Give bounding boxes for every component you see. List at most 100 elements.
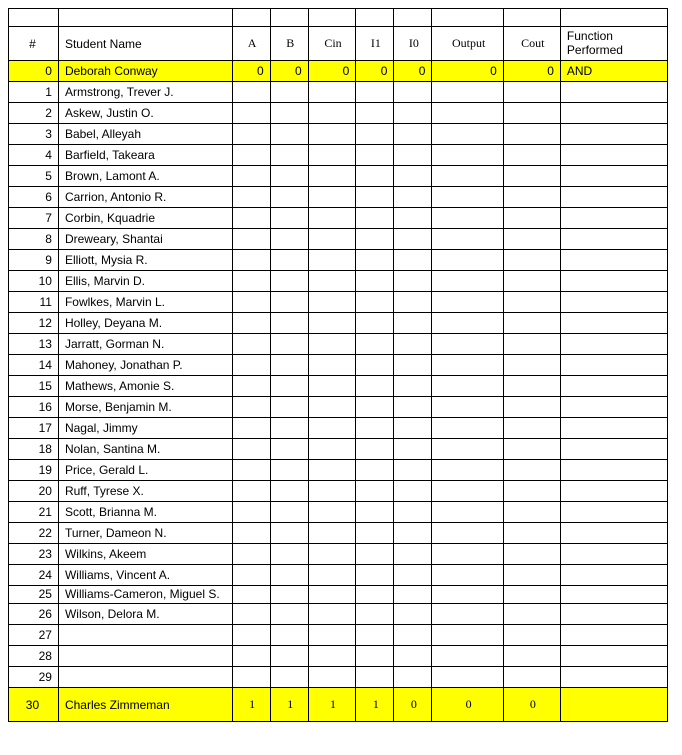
table-row: 29 — [9, 667, 668, 688]
cell-A — [232, 604, 270, 625]
cell-Cin — [308, 418, 356, 439]
cell-I0 — [394, 250, 432, 271]
table-row: 20Ruff, Tyrese X. — [9, 481, 668, 502]
cell-Output — [432, 667, 503, 688]
cell-I1 — [356, 397, 394, 418]
cell-I1: 1 — [356, 688, 394, 722]
cell-I0 — [394, 667, 432, 688]
cell-B — [270, 166, 308, 187]
cell-Func — [560, 166, 667, 187]
table-row: 10Ellis, Marvin D. — [9, 271, 668, 292]
cell-Cin — [308, 145, 356, 166]
cell-A — [232, 355, 270, 376]
cell-name: Elliott, Mysia R. — [58, 250, 232, 271]
cell-Cout — [503, 604, 560, 625]
cell-Output — [432, 544, 503, 565]
cell-B: 0 — [270, 61, 308, 82]
cell-Cout — [503, 229, 560, 250]
cell-Cout — [503, 646, 560, 667]
cell-num: 20 — [9, 481, 59, 502]
cell-num: 9 — [9, 250, 59, 271]
cell-I1 — [356, 229, 394, 250]
cell-Cin — [308, 667, 356, 688]
cell-I1 — [356, 166, 394, 187]
cell-Cin — [308, 460, 356, 481]
cell-Output — [432, 145, 503, 166]
cell-Cin — [308, 376, 356, 397]
cell-Func: AND — [560, 61, 667, 82]
cell-Cout: 0 — [503, 61, 560, 82]
cell-num: 28 — [9, 646, 59, 667]
cell-Output — [432, 481, 503, 502]
cell-Output — [432, 439, 503, 460]
cell-name: Scott, Brianna M. — [58, 502, 232, 523]
cell-name: Corbin, Kquadrie — [58, 208, 232, 229]
cell-I0 — [394, 376, 432, 397]
table-row: 23Wilkins, Akeem — [9, 544, 668, 565]
cell-name: Barfield, Takeara — [58, 145, 232, 166]
cell-B — [270, 376, 308, 397]
cell-I1 — [356, 103, 394, 124]
cell-Cout — [503, 565, 560, 586]
cell-name: Wilson, Delora M. — [58, 604, 232, 625]
cell-num: 13 — [9, 334, 59, 355]
cell-Output — [432, 376, 503, 397]
cell-name: Charles Zimmeman — [58, 688, 232, 722]
cell-name: Williams-Cameron, Miguel S. — [58, 586, 232, 604]
cell-I1 — [356, 250, 394, 271]
cell-A — [232, 229, 270, 250]
cell-num: 0 — [9, 61, 59, 82]
cell-A — [232, 481, 270, 502]
cell-B — [270, 124, 308, 145]
table-row: 16Morse, Benjamin M. — [9, 397, 668, 418]
cell-Output — [432, 187, 503, 208]
cell-Output — [432, 355, 503, 376]
cell-I0 — [394, 625, 432, 646]
table-row: 11Fowlkes, Marvin L. — [9, 292, 668, 313]
cell-I0 — [394, 418, 432, 439]
cell-Output — [432, 586, 503, 604]
cell-name: Williams, Vincent A. — [58, 565, 232, 586]
cell-Cout — [503, 376, 560, 397]
cell-I0 — [394, 565, 432, 586]
cell-Cout: 0 — [503, 688, 560, 722]
cell-Cout — [503, 334, 560, 355]
cell-I0 — [394, 544, 432, 565]
table-row: 22Turner, Dameon N. — [9, 523, 668, 544]
cell-Output: 0 — [432, 61, 503, 82]
cell-Cin — [308, 586, 356, 604]
cell-num: 21 — [9, 502, 59, 523]
table-row: 19Price, Gerald L. — [9, 460, 668, 481]
cell-I0 — [394, 460, 432, 481]
cell-num: 17 — [9, 418, 59, 439]
cell-num: 14 — [9, 355, 59, 376]
cell-Func — [560, 376, 667, 397]
cell-Cin — [308, 187, 356, 208]
cell-B — [270, 313, 308, 334]
cell-Cout — [503, 166, 560, 187]
cell-Func — [560, 667, 667, 688]
cell-Cin — [308, 544, 356, 565]
cell-A — [232, 646, 270, 667]
table-row: 18Nolan, Santina M. — [9, 439, 668, 460]
cell-Output — [432, 502, 503, 523]
cell-A — [232, 124, 270, 145]
table-row: 5Brown, Lamont A. — [9, 166, 668, 187]
table-row: 17Nagal, Jimmy — [9, 418, 668, 439]
cell-num: 6 — [9, 187, 59, 208]
cell-name: Carrion, Antonio R. — [58, 187, 232, 208]
cell-Cout — [503, 355, 560, 376]
cell-name: Turner, Dameon N. — [58, 523, 232, 544]
cell-Cout — [503, 460, 560, 481]
cell-name: Mahoney, Jonathan P. — [58, 355, 232, 376]
cell-I0 — [394, 313, 432, 334]
cell-Func — [560, 82, 667, 103]
cell-I1 — [356, 523, 394, 544]
table-row: 2Askew, Justin O. — [9, 103, 668, 124]
cell-B — [270, 544, 308, 565]
cell-Cin — [308, 271, 356, 292]
cell-A — [232, 502, 270, 523]
cell-I0 — [394, 208, 432, 229]
cell-I1 — [356, 604, 394, 625]
cell-name: Ruff, Tyrese X. — [58, 481, 232, 502]
